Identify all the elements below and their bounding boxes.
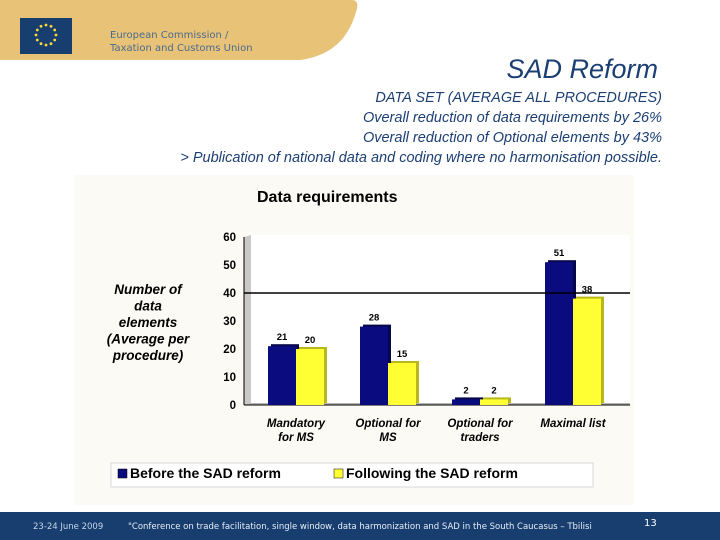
x-category-label: traders bbox=[461, 432, 500, 444]
x-category-label: Optional for bbox=[355, 418, 421, 430]
bar-data-label: 21 bbox=[277, 332, 288, 343]
x-category-label: for MS bbox=[278, 432, 314, 444]
legend-label-before: Before the SAD reform bbox=[130, 465, 281, 481]
org-line-1: European Commission / bbox=[110, 30, 229, 41]
bar bbox=[268, 346, 296, 405]
bar bbox=[480, 399, 508, 405]
subtitle-line: Overall reduction of data requirements b… bbox=[362, 110, 662, 126]
organisation-name: European Commission / Taxation and Custo… bbox=[110, 29, 253, 55]
y-tick-label: 60 bbox=[223, 232, 236, 244]
bar-data-label: 20 bbox=[305, 335, 316, 346]
slide-subtitle: DATA SET (AVERAGE ALL PROCEDURES) Overal… bbox=[180, 88, 662, 168]
x-category-label: Maximal list bbox=[540, 418, 606, 430]
chart-container: Data requirements 0 10 20 30 40 50 60 Number of d… bbox=[75, 175, 634, 505]
bar-chart: Data requirements 0 10 20 30 40 50 60 Number of d… bbox=[107, 189, 630, 488]
x-category-label: Mandatory bbox=[267, 418, 326, 430]
chart-title: Data requirements bbox=[257, 189, 398, 206]
legend-swatch-before bbox=[117, 468, 128, 479]
bar-data-label: 15 bbox=[397, 349, 408, 360]
bar bbox=[296, 349, 324, 405]
bar bbox=[573, 298, 601, 405]
footer-date: 23-24 June 2009 bbox=[33, 522, 104, 532]
subtitle-line: Overall reduction of Optional elements b… bbox=[362, 130, 662, 146]
footer-bar bbox=[0, 512, 720, 540]
bar bbox=[360, 326, 388, 405]
y-tick-label: 0 bbox=[230, 400, 236, 412]
y-axis-label: elements bbox=[119, 315, 178, 330]
slide-title: SAD Reform bbox=[506, 54, 658, 84]
y-axis-label: data bbox=[134, 299, 162, 314]
bar-data-label: 2 bbox=[463, 385, 468, 396]
bar bbox=[452, 399, 480, 405]
bar-data-label: 51 bbox=[554, 248, 565, 259]
bar bbox=[388, 363, 416, 405]
org-line-2: Taxation and Customs Union bbox=[110, 43, 253, 54]
eu-stars-icon bbox=[34, 23, 58, 47]
eu-flag bbox=[20, 18, 72, 54]
y-axis-label: Number of bbox=[114, 282, 183, 297]
plot-side-wall bbox=[244, 235, 251, 405]
legend-label-after: Following the SAD reform bbox=[346, 465, 518, 481]
bar-data-label: 2 bbox=[491, 385, 496, 396]
x-category-label: MS bbox=[379, 432, 397, 444]
x-category-label: Optional for bbox=[447, 418, 513, 430]
y-tick-label: 50 bbox=[223, 260, 236, 272]
page-number: 13 bbox=[644, 518, 657, 529]
bar-data-label: 28 bbox=[369, 313, 380, 324]
bar-data-label: 38 bbox=[582, 285, 593, 296]
legend-swatch-after bbox=[333, 468, 344, 479]
y-tick-label: 20 bbox=[223, 344, 236, 356]
subtitle-line: > Publication of national data and codin… bbox=[180, 150, 662, 166]
y-tick-label: 40 bbox=[223, 288, 236, 300]
y-axis-label: (Average per bbox=[107, 332, 190, 347]
y-tick-label: 30 bbox=[223, 316, 236, 328]
banner-shape bbox=[0, 0, 358, 60]
y-axis-label: procedure) bbox=[112, 348, 184, 363]
footer-conference: "Conference on trade facilitation, singl… bbox=[128, 522, 592, 532]
y-tick-label: 10 bbox=[223, 372, 236, 384]
legend-box bbox=[110, 462, 594, 488]
bar bbox=[545, 262, 573, 405]
subtitle-line: DATA SET (AVERAGE ALL PROCEDURES) bbox=[375, 90, 662, 106]
